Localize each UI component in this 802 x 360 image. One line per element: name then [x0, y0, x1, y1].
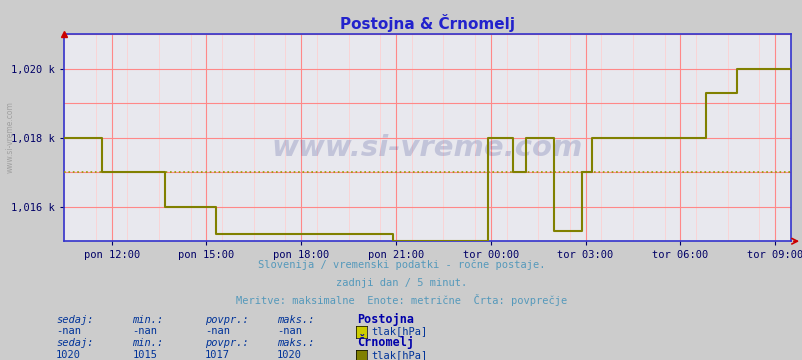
Text: sedaj:: sedaj:	[56, 315, 94, 325]
Text: povpr.:: povpr.:	[205, 315, 248, 325]
Text: -nan: -nan	[132, 326, 157, 336]
Text: tlak[hPa]: tlak[hPa]	[371, 326, 427, 336]
Text: www.si-vreme.com: www.si-vreme.com	[6, 101, 15, 173]
Text: sedaj:: sedaj:	[56, 338, 94, 348]
Text: 1015: 1015	[132, 350, 157, 360]
Text: -nan: -nan	[205, 326, 229, 336]
Text: maks.:: maks.:	[277, 315, 314, 325]
Text: povpr.:: povpr.:	[205, 338, 248, 348]
Text: min.:: min.:	[132, 338, 164, 348]
Text: Meritve: maksimalne  Enote: metrične  Črta: povprečje: Meritve: maksimalne Enote: metrične Črta…	[236, 294, 566, 306]
Title: Postojna & Črnomelj: Postojna & Črnomelj	[340, 14, 514, 32]
Text: www.si-vreme.com: www.si-vreme.com	[272, 134, 582, 162]
Text: -nan: -nan	[56, 326, 81, 336]
Text: zadnji dan / 5 minut.: zadnji dan / 5 minut.	[335, 278, 467, 288]
Text: min.:: min.:	[132, 315, 164, 325]
Text: Črnomelj: Črnomelj	[357, 334, 414, 349]
Text: maks.:: maks.:	[277, 338, 314, 348]
Text: 1020: 1020	[56, 350, 81, 360]
Text: tlak[hPa]: tlak[hPa]	[371, 350, 427, 360]
Text: Postojna: Postojna	[357, 312, 414, 325]
Text: 1020: 1020	[277, 350, 302, 360]
Text: -nan: -nan	[277, 326, 302, 336]
Text: Slovenija / vremenski podatki - ročne postaje.: Slovenija / vremenski podatki - ročne po…	[257, 260, 545, 270]
Text: 1017: 1017	[205, 350, 229, 360]
